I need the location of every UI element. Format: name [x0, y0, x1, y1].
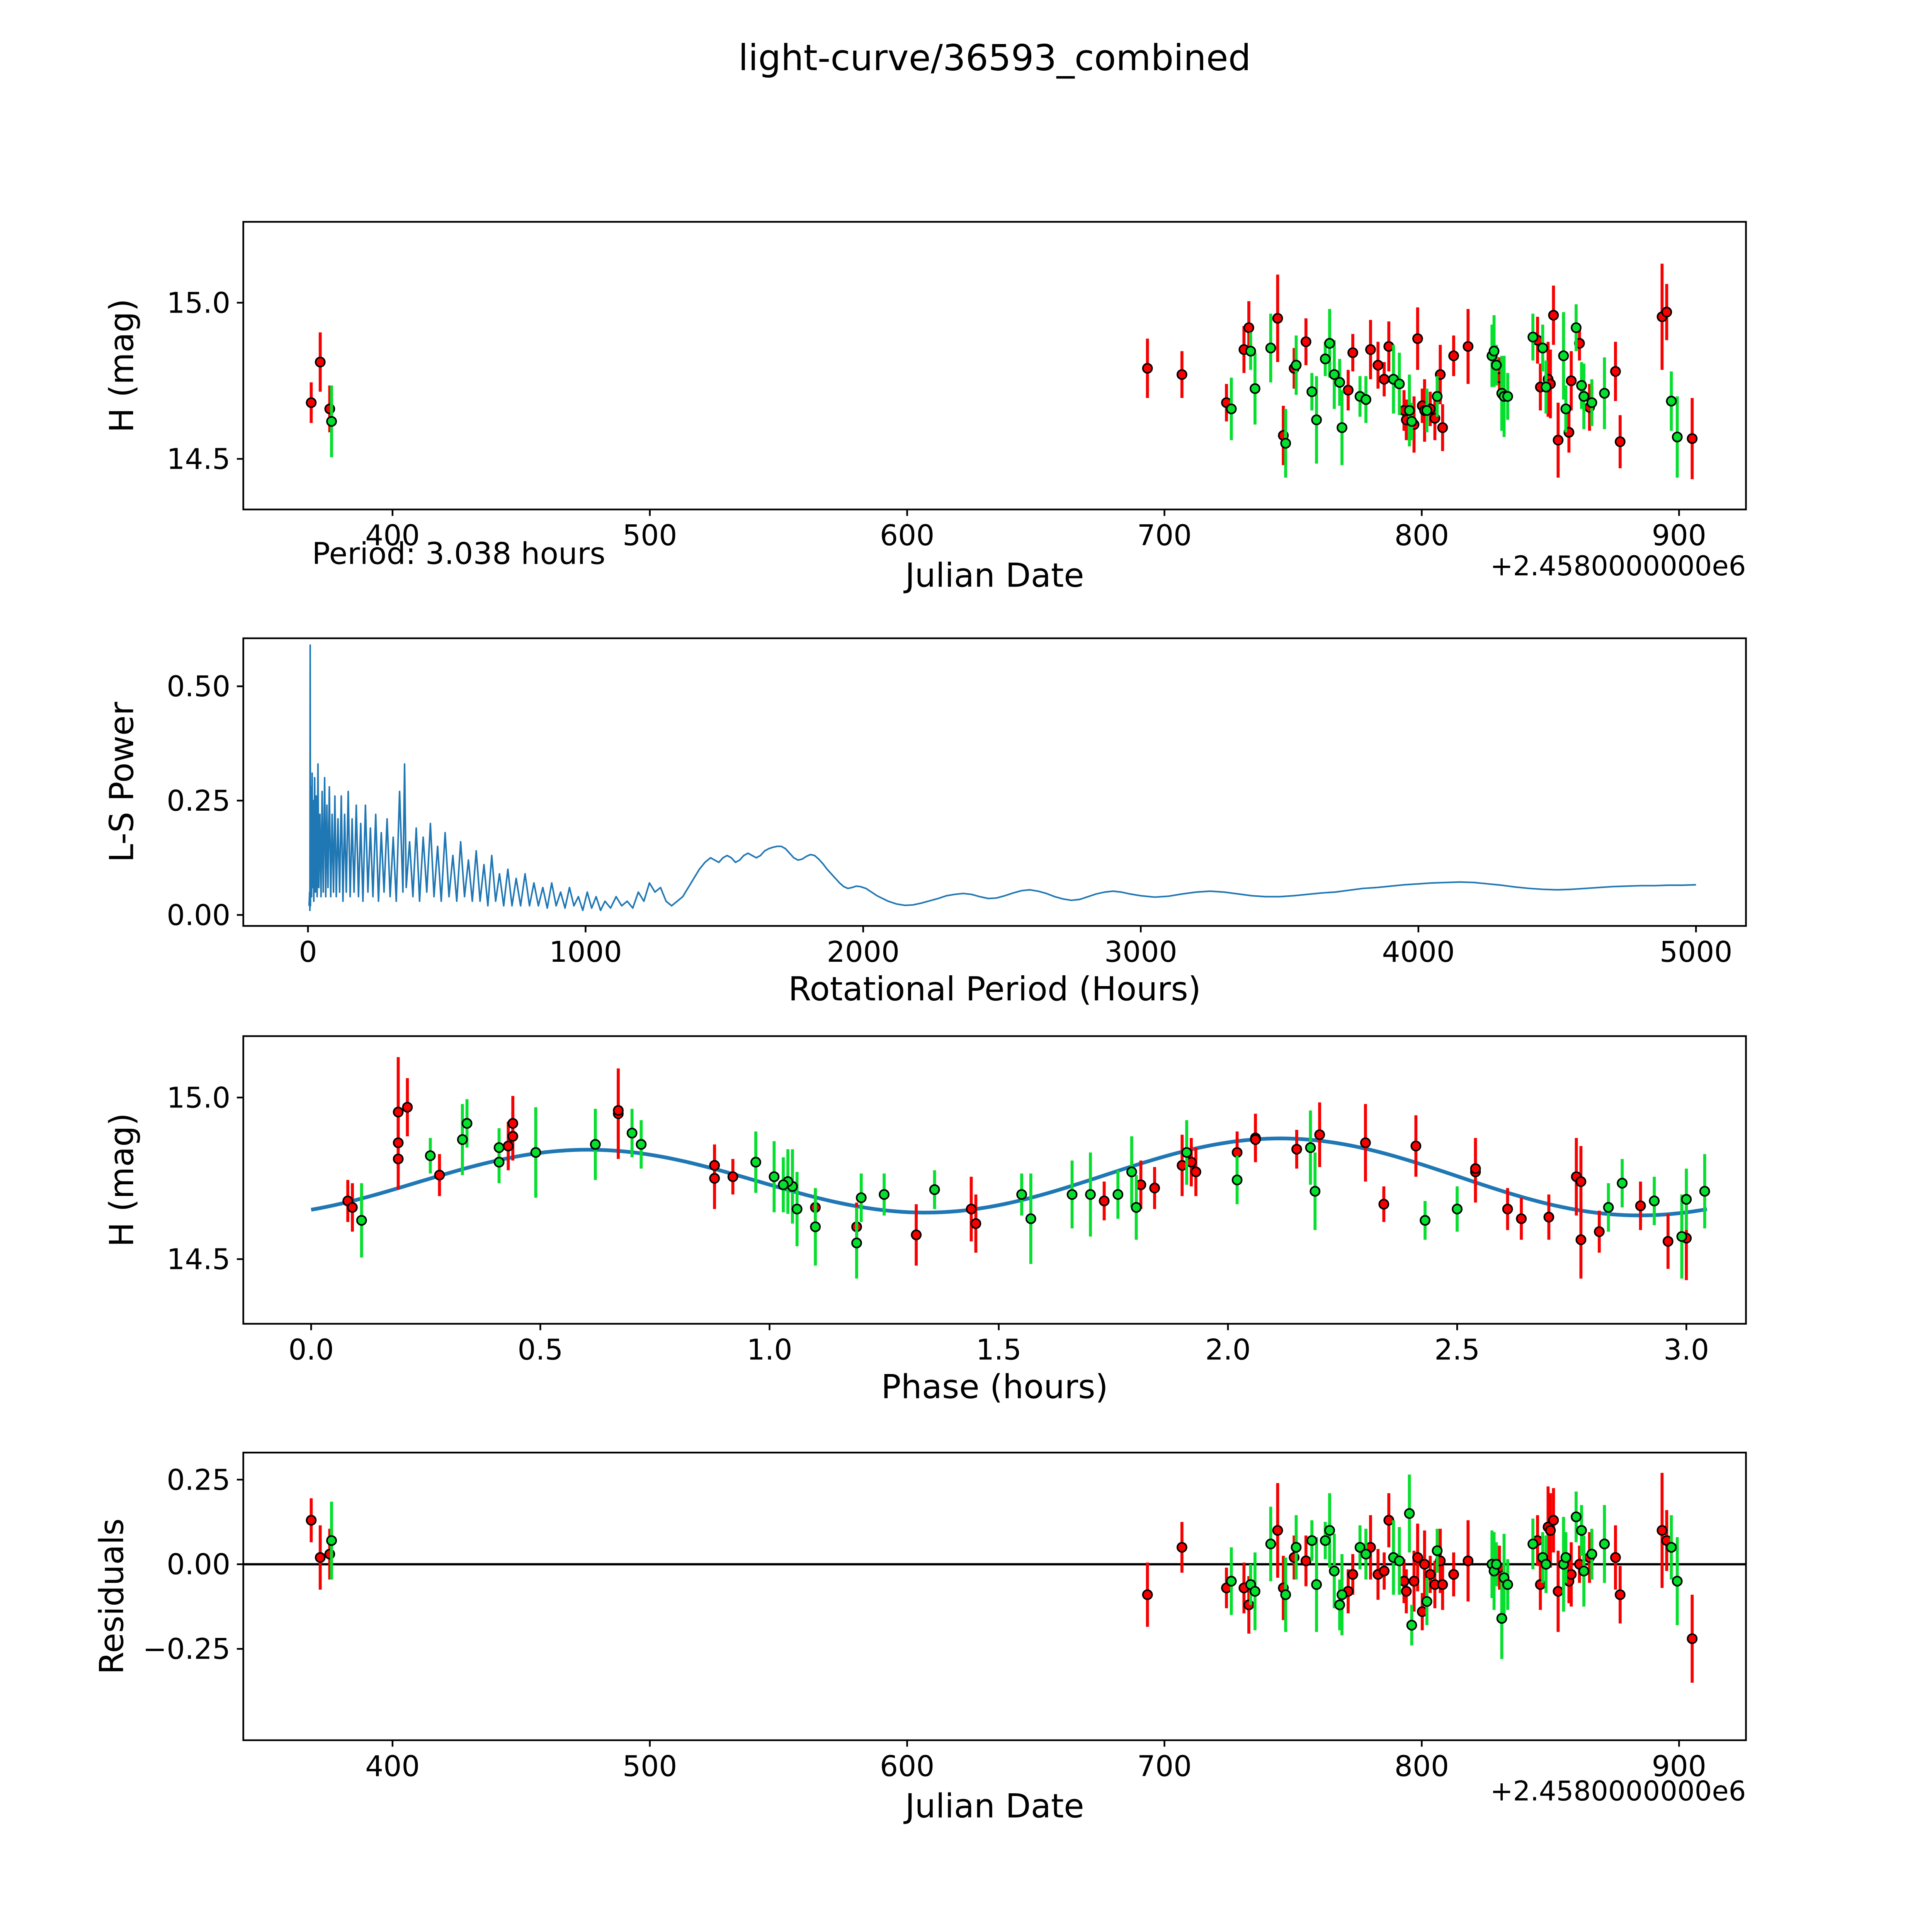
phase-lightcurve-data: [311, 1057, 1710, 1281]
tick-label: 400: [365, 1750, 420, 1783]
tick-label: 4000: [1382, 935, 1455, 969]
tick-label: 15.0: [167, 1081, 230, 1114]
phase-lightcurve-frame: [242, 1035, 1747, 1325]
subplot-periodogram: 0 1000 2000 3000 4000 5000 0.00 0.25 0.50 Rotati…: [103, 637, 1747, 1009]
periodogram-ylabel: L-S Power: [103, 701, 141, 862]
plot-area-phase-lightcurve: [243, 1036, 1746, 1324]
tick-label: 600: [880, 1750, 934, 1783]
jd-lightcurve-data: [306, 264, 1698, 480]
tick-label: 2000: [827, 935, 900, 969]
tick-label: 2.5: [1434, 1333, 1480, 1367]
jd-lightcurve-frame: [242, 221, 1747, 510]
tick-label: 15.0: [167, 286, 230, 320]
tick-label: 2.0: [1205, 1333, 1251, 1367]
residuals-data: [243, 1473, 1746, 1683]
tick-label: 0.25: [167, 784, 230, 818]
tick-label: 800: [1395, 519, 1449, 552]
residuals-ylabel: Residuals: [93, 1518, 131, 1674]
figure-title: light-curve/36593_combined: [738, 37, 1251, 78]
tick-label: 3.0: [1663, 1333, 1709, 1367]
tick-label: 500: [622, 1750, 677, 1783]
tick-label: 5000: [1660, 935, 1732, 969]
tick-label: 1000: [549, 935, 622, 969]
jd-lightcurve-ticks: 400 500 600 700 800 900 14.5 15.0: [167, 286, 1706, 552]
jd-lightcurve-ylabel: H (mag): [103, 299, 141, 433]
tick-label: 3000: [1104, 935, 1177, 969]
tick-label: 800: [1395, 1750, 1449, 1783]
tick-label: 0.0: [288, 1333, 334, 1367]
tick-label: −0.25: [143, 1633, 230, 1666]
plot-area-periodogram: [243, 638, 1746, 926]
residuals-x-offset: +2.4580000000e6: [1490, 1775, 1746, 1807]
tick-label: 14.5: [167, 442, 230, 476]
tick-label: 900: [1652, 519, 1706, 552]
jd-lightcurve-xlabel: Julian Date: [903, 557, 1084, 595]
plot-area-residuals: [243, 1452, 1746, 1740]
tick-label: 0.00: [167, 1548, 230, 1581]
tick-label: 0: [299, 935, 317, 969]
subplot-phase-lightcurve: 0.0 0.5 1.0 1.5 2.0 2.5 3.0 14.5 15.0 Phase (hou…: [103, 1035, 1747, 1406]
tick-label: 900: [1652, 1750, 1706, 1783]
periodogram-xlabel: Rotational Period (Hours): [788, 970, 1201, 1009]
subplot-residuals: 400 500 600 700 800 900 −0.25 0.00 0.25 Julian D…: [93, 1452, 1747, 1826]
tick-label: 400: [365, 519, 420, 552]
phase-lightcurve-ticks: 0.0 0.5 1.0 1.5 2.0 2.5 3.0 14.5 15.0: [167, 1081, 1709, 1366]
phase-lightcurve-xlabel: Phase (hours): [881, 1368, 1108, 1406]
tick-label: 14.5: [167, 1243, 230, 1276]
residuals-xlabel: Julian Date: [903, 1787, 1084, 1826]
periodogram-data: [308, 644, 1696, 912]
phase-lightcurve-ylabel: H (mag): [103, 1113, 141, 1247]
tick-label: 600: [880, 519, 934, 552]
tick-label: 1.0: [747, 1333, 793, 1367]
jd-lightcurve-x-offset: +2.4580000000e6: [1490, 550, 1746, 582]
tick-label: 500: [622, 519, 677, 552]
residuals-frame: [242, 1452, 1747, 1741]
residuals-ticks: 400 500 600 700 800 900 −0.25 0.00 0.25: [143, 1463, 1706, 1783]
tick-label: 0.25: [167, 1463, 230, 1497]
tick-label: 700: [1137, 1750, 1192, 1783]
tick-label: 0.00: [167, 899, 230, 932]
tick-label: 1.5: [976, 1333, 1022, 1367]
plot-area-jd-lightcurve: [243, 222, 1746, 510]
periodogram-frame: [242, 637, 1747, 927]
subplot-jd-lightcurve: 400 500 600 700 800 900 14.5 15.0 Period: 3.038…: [103, 221, 1747, 595]
tick-label: 0.50: [167, 670, 230, 703]
periodogram-ticks: 0 1000 2000 3000 4000 5000 0.00 0.25 0.50: [167, 670, 1732, 969]
tick-label: 0.5: [517, 1333, 563, 1367]
tick-label: 700: [1137, 519, 1192, 552]
period-annotation: Period: 3.038 hours: [312, 536, 605, 571]
